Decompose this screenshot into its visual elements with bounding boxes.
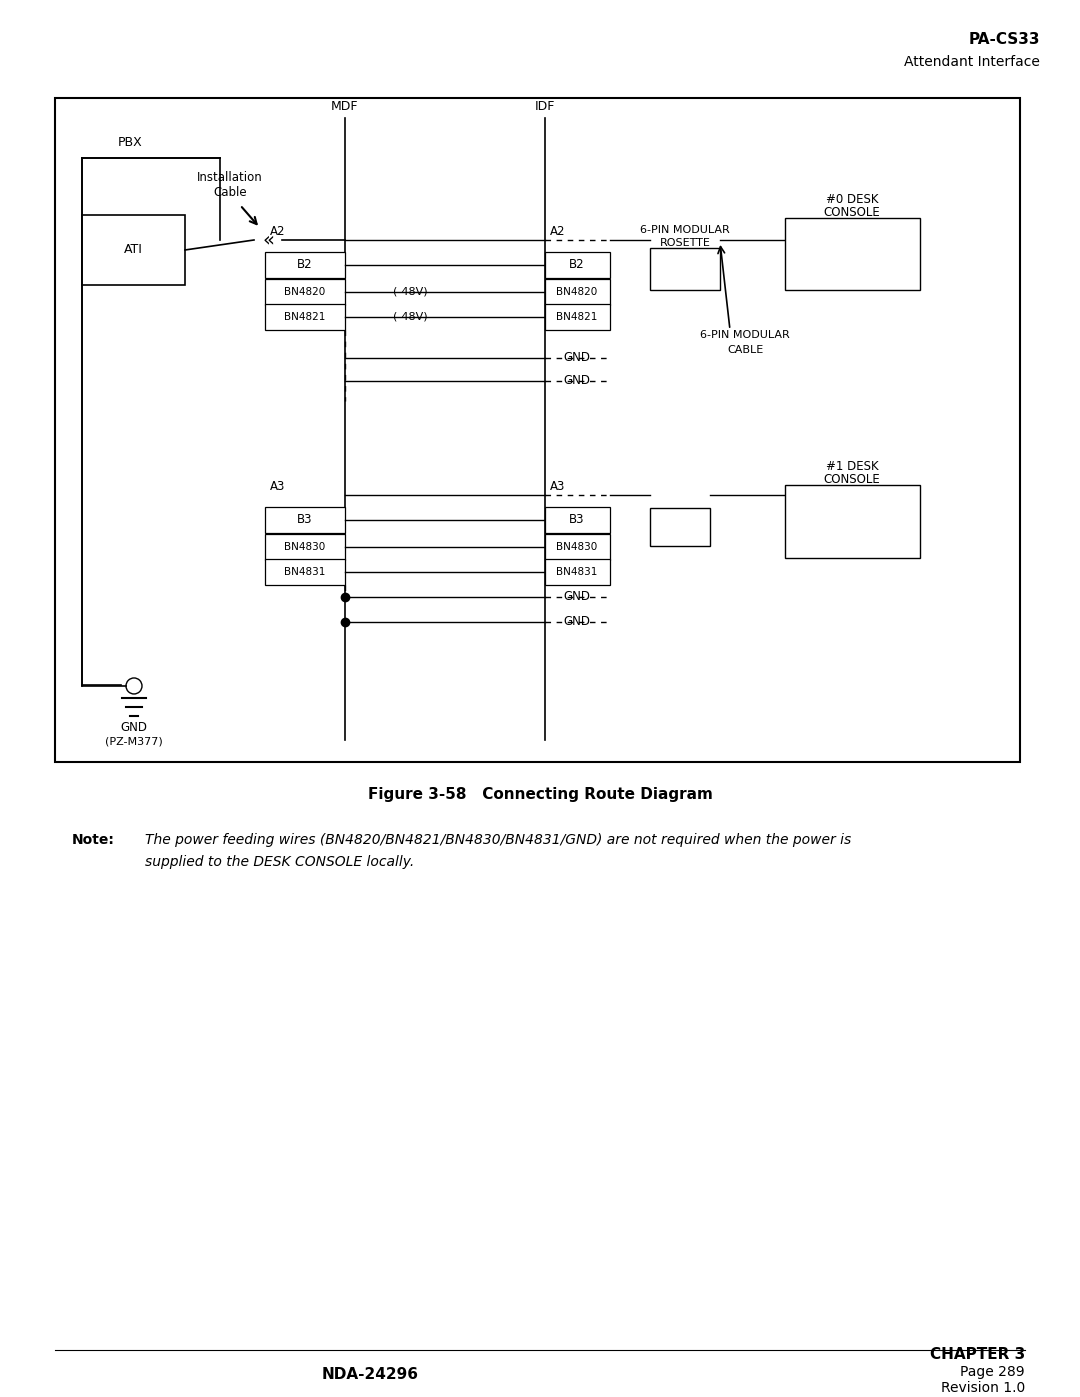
Bar <box>785 218 920 291</box>
Text: CONSOLE: CONSOLE <box>824 474 880 486</box>
Text: BN4831: BN4831 <box>556 567 597 577</box>
Text: A2: A2 <box>550 225 566 239</box>
Bar <box>265 507 345 534</box>
Text: NDA-24296: NDA-24296 <box>322 1368 419 1383</box>
Text: 6-PIN MODULAR: 6-PIN MODULAR <box>700 330 789 339</box>
Text: Figure 3-58   Connecting Route Diagram: Figure 3-58 Connecting Route Diagram <box>367 788 713 802</box>
Text: CHAPTER 3: CHAPTER 3 <box>930 1348 1025 1362</box>
Text: BN4831: BN4831 <box>284 567 326 577</box>
Text: B3: B3 <box>569 514 584 527</box>
Text: Page 289: Page 289 <box>960 1365 1025 1379</box>
Bar <box>545 251 610 278</box>
Bar <box>785 485 920 557</box>
Bar <box>545 559 610 585</box>
Text: Installation: Installation <box>198 172 262 184</box>
Bar <box>265 305 345 330</box>
Bar <box>265 279 345 305</box>
Text: ATI: ATI <box>123 243 143 257</box>
Text: 6-PIN MODULAR: 6-PIN MODULAR <box>640 225 730 235</box>
Bar <box>650 509 710 546</box>
Text: BN4830: BN4830 <box>284 542 326 552</box>
Bar <box>265 559 345 585</box>
Text: Attendant Interface: Attendant Interface <box>904 54 1040 68</box>
Bar <box>545 534 610 560</box>
Bar <box>265 534 345 560</box>
Text: GND: GND <box>121 721 148 735</box>
Text: GND: GND <box>564 374 591 387</box>
Text: PBX: PBX <box>118 137 143 149</box>
Text: A2: A2 <box>270 225 285 239</box>
Bar <box>82 215 185 285</box>
Bar <box>55 98 1020 761</box>
Text: BN4821: BN4821 <box>556 312 597 321</box>
Text: (-48V): (-48V) <box>393 286 428 298</box>
Text: BN4830: BN4830 <box>556 542 597 552</box>
Text: #0 DESK: #0 DESK <box>826 194 878 207</box>
Text: B2: B2 <box>569 258 584 271</box>
Text: GND: GND <box>564 352 591 365</box>
Text: «: « <box>262 231 274 250</box>
Text: (PZ-M377): (PZ-M377) <box>105 738 163 747</box>
Text: #1 DESK: #1 DESK <box>826 461 878 474</box>
Bar <box>545 507 610 534</box>
Text: supplied to the DESK CONSOLE locally.: supplied to the DESK CONSOLE locally. <box>145 855 415 869</box>
Text: GND: GND <box>564 591 591 604</box>
Text: A3: A3 <box>270 481 285 493</box>
Text: BN4821: BN4821 <box>284 312 326 321</box>
Text: CABLE: CABLE <box>727 345 764 355</box>
Bar <box>650 249 720 291</box>
Text: B3: B3 <box>297 514 313 527</box>
Text: MDF: MDF <box>332 101 359 113</box>
Text: Revision 1.0: Revision 1.0 <box>941 1380 1025 1396</box>
Bar <box>545 279 610 305</box>
Text: PA-CS33: PA-CS33 <box>969 32 1040 47</box>
Text: ROSETTE: ROSETTE <box>660 237 711 249</box>
Text: B2: B2 <box>297 258 313 271</box>
Text: The power feeding wires (BN4820/BN4821/BN4830/BN4831/GND) are not required when : The power feeding wires (BN4820/BN4821/B… <box>145 833 851 847</box>
Text: BN4820: BN4820 <box>284 286 326 298</box>
Text: CONSOLE: CONSOLE <box>824 207 880 219</box>
Text: BN4820: BN4820 <box>556 286 597 298</box>
Text: Note:: Note: <box>72 833 114 847</box>
Bar <box>265 251 345 278</box>
Text: IDF: IDF <box>535 101 555 113</box>
Text: A3: A3 <box>550 481 565 493</box>
Bar <box>545 305 610 330</box>
Text: GND: GND <box>564 616 591 629</box>
Text: (-48V): (-48V) <box>393 312 428 321</box>
Text: Cable: Cable <box>213 186 247 200</box>
